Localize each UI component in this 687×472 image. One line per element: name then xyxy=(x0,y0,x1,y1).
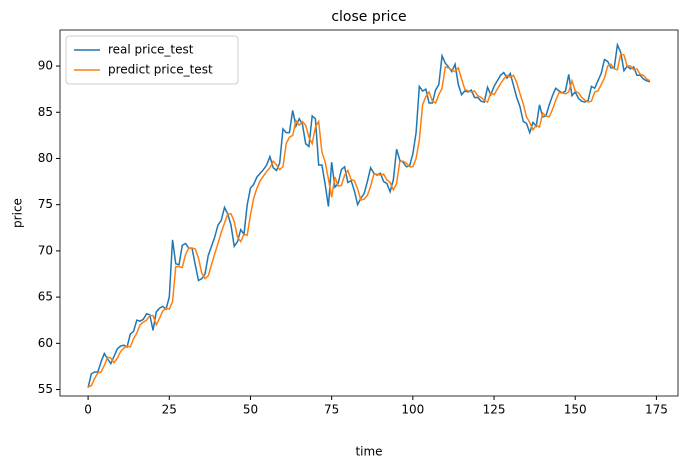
legend-box xyxy=(65,35,239,85)
y-tick-label: 85 xyxy=(38,105,53,119)
x-tick-label: 50 xyxy=(243,403,258,417)
y-tick-label: 70 xyxy=(38,243,53,257)
legend-label: predict price_test xyxy=(108,63,213,77)
x-tick-label: 75 xyxy=(324,403,339,417)
x-tick-label: 100 xyxy=(401,403,424,417)
x-tick-label: 175 xyxy=(645,403,668,417)
y-tick-label: 90 xyxy=(38,59,53,73)
y-tick-label: 75 xyxy=(38,197,53,211)
x-tick-label: 25 xyxy=(162,403,177,417)
x-tick-label: 0 xyxy=(84,403,92,417)
y-tick-label: 60 xyxy=(38,336,53,350)
x-tick-label: 125 xyxy=(483,403,506,417)
x-axis-label: time xyxy=(355,445,382,459)
chart-title: close price xyxy=(331,9,406,25)
series-line xyxy=(87,42,651,388)
plot-frame xyxy=(59,29,679,397)
series-line xyxy=(87,53,651,388)
y-axis-label: price xyxy=(11,198,25,228)
x-tick-label: 150 xyxy=(564,403,587,417)
y-tick-label: 65 xyxy=(38,290,53,304)
y-tick-label: 55 xyxy=(38,382,53,396)
y-tick-label: 80 xyxy=(38,151,53,165)
legend-label: real price_test xyxy=(108,43,194,57)
